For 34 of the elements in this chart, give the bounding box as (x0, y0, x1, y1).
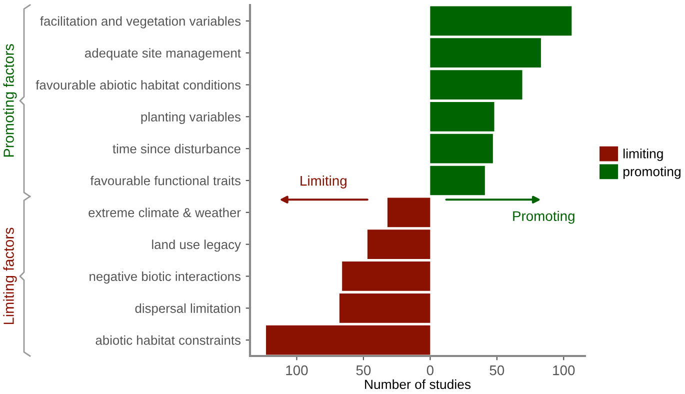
x-tick-label: 100 (553, 365, 575, 376)
x-tick-label: 50 (356, 365, 371, 376)
x-axis-title: Number of studies (365, 379, 471, 390)
bar (387, 198, 430, 228)
bar (266, 325, 430, 355)
y-tick-label: facilitation and vegetation variables (40, 16, 241, 28)
y-tick-label: adequate site management (84, 48, 241, 60)
bar (430, 102, 494, 132)
y-tick-label: planting variables (141, 112, 241, 124)
x-tick-label: 100 (286, 365, 308, 376)
y-tick-label: favourable abiotic habitat conditions (36, 80, 241, 90)
bar (367, 230, 430, 259)
x-tick-label: 50 (490, 365, 504, 376)
bar (342, 262, 430, 291)
bar (430, 38, 541, 68)
bar (430, 70, 522, 100)
bar (339, 293, 430, 323)
bar (430, 134, 493, 164)
legend-label: limiting (624, 148, 663, 161)
text: Promoting factors (3, 44, 17, 157)
y-tick-label: land use legacy (152, 240, 241, 252)
y-tick-label: favourable functional traits (90, 176, 241, 186)
y-tick-label: abiotic habitat constraints (96, 335, 241, 345)
legend-label: promoting (624, 166, 680, 179)
annotation: Promoting (513, 210, 574, 224)
x-tick-label: 0 (426, 365, 434, 376)
y-tick-label: extreme climate & weather (88, 208, 241, 218)
annotation: Limiting (300, 176, 346, 188)
y-tick-label: negative biotic interactions (90, 272, 241, 284)
y-tick-label: time since disturbance (112, 144, 240, 154)
y-tick-label: dispersal limitation (135, 303, 240, 316)
bar (430, 166, 485, 196)
text: Limiting factors (3, 228, 17, 324)
bar (430, 6, 572, 36)
